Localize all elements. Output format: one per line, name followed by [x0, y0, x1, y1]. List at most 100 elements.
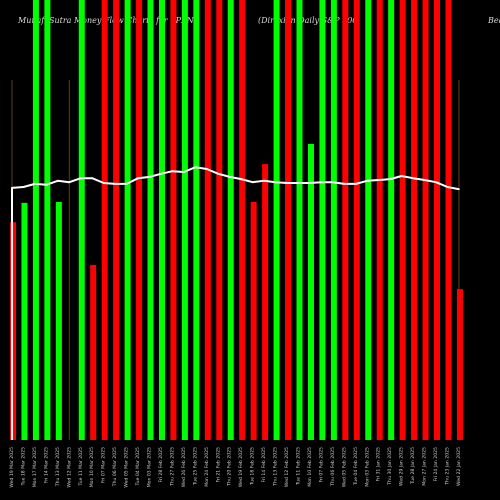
line-point-17	[205, 168, 208, 170]
x-tick-label-21: Tue 18 Feb 2025	[250, 447, 256, 486]
bar-7	[90, 264, 97, 440]
bar-12	[147, 0, 154, 440]
x-tick-label-15: Wed 26 Feb 2025	[181, 447, 187, 487]
line-point-35	[412, 177, 414, 180]
chart-subtitle: (Direxion Daily S&P 500	[258, 16, 357, 25]
x-tick-label-37: Fri 24 Jan 2025	[433, 447, 439, 482]
bar-38	[445, 0, 452, 440]
x-tick-label-20: Wed 19 Feb 2025	[238, 447, 244, 487]
line-point-7	[91, 177, 94, 180]
bars	[10, 0, 463, 440]
bar-20	[239, 0, 246, 440]
x-tick-label-33: Thu 30 Jan 2025	[387, 447, 393, 486]
x-tick-label-0: Wed 19 Mar 2025	[9, 447, 15, 488]
bar-23	[273, 0, 280, 440]
bar-14	[170, 0, 177, 440]
x-tick-label-28: Thu 06 Feb 2025	[330, 447, 336, 487]
x-tick-label-5: Wed 12 Mar 2025	[66, 447, 72, 488]
bar-13	[158, 0, 165, 440]
line-point-2	[34, 183, 36, 185]
x-tick-label-2: Mon 17 Mar 2025	[32, 447, 38, 487]
line-point-16	[194, 166, 197, 169]
bar-34	[399, 0, 406, 440]
bar-31	[365, 0, 372, 440]
line-point-3	[45, 183, 48, 186]
x-tick-label-11: Tue 04 Mar 2025	[135, 447, 141, 487]
line-point-15	[183, 171, 185, 173]
x-tick-label-25: Tue 11 Feb 2025	[296, 447, 302, 486]
x-tick-label-18: Fri 21 Feb 2025	[215, 447, 221, 483]
bar-35	[411, 0, 418, 440]
bar-21	[250, 201, 257, 440]
x-tick-label-19: Thu 20 Feb 2025	[227, 447, 233, 487]
bar-36	[422, 0, 429, 440]
line-point-4	[56, 179, 59, 182]
bar-28	[330, 0, 337, 440]
x-tick-label-34: Wed 29 Jan 2025	[399, 447, 405, 486]
bar-22	[262, 164, 269, 440]
x-tick-label-38: Thu 23 Jan 2025	[444, 447, 450, 486]
line-point-23	[274, 181, 277, 184]
x-tick-label-4: Thu 13 Mar 2025	[55, 447, 61, 487]
bar-24	[285, 0, 292, 440]
x-tick-label-16: Tue 25 Feb 2025	[192, 447, 198, 486]
x-tick-label-13: Fri 28 Feb 2025	[158, 447, 164, 483]
x-tick-label-24: Wed 12 Feb 2025	[284, 447, 290, 487]
bar-17	[204, 0, 211, 440]
bar-16	[193, 0, 200, 440]
bar-19	[227, 0, 234, 440]
bar-1	[21, 202, 28, 440]
bar-11	[136, 0, 143, 440]
chart-right-text: Bea	[487, 16, 500, 25]
bar-25	[296, 0, 303, 440]
line-point-13	[160, 172, 162, 175]
bar-29	[342, 0, 349, 440]
bar-3	[44, 0, 51, 440]
line-point-31	[366, 179, 369, 182]
bar-37	[434, 0, 441, 440]
x-tick-label-10: Wed 05 Mar 2025	[124, 447, 130, 488]
line-point-37	[435, 181, 437, 184]
x-tick-label-1: Tue 18 Mar 2025	[20, 447, 26, 487]
line-point-11	[137, 177, 140, 180]
x-tick-label-26: Mon 10 Feb 2025	[307, 447, 313, 487]
line-point-5	[68, 181, 71, 184]
bar-39	[456, 289, 463, 440]
x-axis-labels: Wed 19 Mar 2025 Tue 18 Mar 2025 Mon 17 Mar…	[9, 447, 462, 488]
x-tick-label-29: Wed 05 Feb 2025	[341, 447, 347, 487]
line-point-30	[354, 183, 357, 185]
line-point-18	[217, 172, 220, 175]
line-point-38	[446, 186, 449, 188]
bar-33	[388, 0, 395, 440]
x-tick-label-27: Fri 07 Feb 2025	[318, 447, 324, 483]
line-point-14	[171, 170, 174, 173]
bar-2	[32, 0, 39, 440]
line-point-25	[297, 182, 300, 184]
line-point-9	[114, 183, 116, 185]
bar-9	[113, 0, 120, 440]
line-point-29	[343, 183, 346, 185]
bar-30	[353, 0, 360, 440]
line-point-34	[400, 175, 403, 177]
x-tick-label-6: Tue 11 Mar 2025	[78, 447, 84, 487]
line-point-22	[263, 179, 265, 182]
line-point-32	[377, 179, 380, 181]
x-tick-label-23: Thu 13 Feb 2025	[273, 447, 279, 487]
bar-15	[181, 0, 188, 440]
bar-4	[55, 201, 62, 440]
line-point-36	[423, 179, 426, 181]
line-point-21	[251, 181, 254, 184]
x-tick-label-9: Thu 06 Mar 2025	[112, 447, 118, 487]
line-point-28	[332, 181, 334, 184]
line-point-0	[11, 187, 13, 189]
money-flow-line	[11, 166, 460, 440]
bar-6	[78, 0, 85, 440]
line-point-20	[240, 178, 243, 181]
x-tick-label-36: Mon 27 Jan 2025	[422, 447, 428, 486]
x-tick-label-17: Mon 24 Feb 2025	[204, 447, 210, 487]
x-tick-label-30: Tue 04 Feb 2025	[353, 447, 359, 486]
bar-27	[319, 0, 326, 440]
x-tick-label-8: Fri 07 Mar 2025	[101, 447, 107, 483]
line-point-33	[389, 178, 392, 181]
